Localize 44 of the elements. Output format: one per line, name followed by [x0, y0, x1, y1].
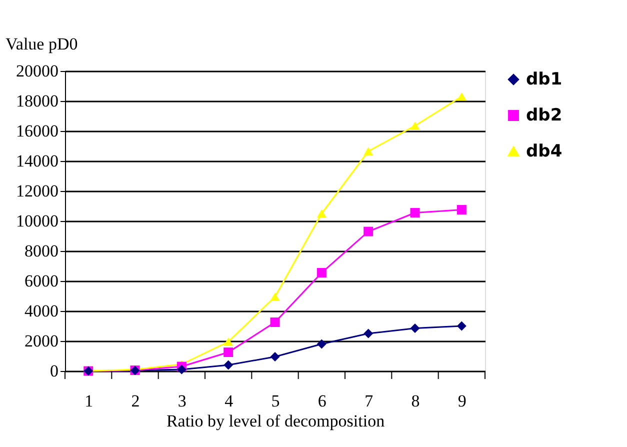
point [176, 364, 186, 374]
y-tick-label: 16000 [16, 122, 58, 140]
point [456, 321, 466, 331]
x-tick-label: 1 [84, 392, 94, 410]
point [364, 147, 374, 156]
point [224, 360, 234, 370]
x-tick-label: 9 [458, 392, 466, 410]
point [364, 226, 374, 236]
y-tick-label: 10000 [16, 212, 58, 230]
point [410, 208, 420, 218]
x-tick-label: 2 [131, 392, 140, 410]
point [410, 122, 420, 130]
x-tick-label: 4 [224, 392, 234, 410]
point [224, 348, 234, 357]
y-tick-label: 14000 [16, 152, 58, 170]
y-axis-title: Value pD0 [6, 34, 78, 54]
legend-label: db2 [526, 106, 562, 126]
point [410, 324, 420, 333]
y-tick-label: 6000 [24, 272, 58, 290]
point [364, 328, 374, 338]
y-tick-label: 4000 [24, 302, 58, 320]
x-tick-label: 5 [271, 392, 280, 410]
y-tick-label: 8000 [24, 242, 58, 260]
y-tick-label: 12000 [16, 182, 58, 200]
x-axis-title: Ratio by level of decomposition [166, 412, 386, 430]
y-tick-label: 18000 [16, 92, 58, 110]
x-tick-label: 6 [318, 392, 326, 410]
x-tick-label: 7 [364, 392, 374, 410]
point [270, 292, 280, 301]
y-tick-label: 2000 [24, 332, 58, 350]
legend-label: db4 [526, 142, 562, 162]
x-tick-label: 3 [178, 392, 186, 410]
point [316, 268, 326, 278]
x-tick-label: 8 [411, 392, 420, 410]
y-tick-label: 20000 [16, 62, 58, 80]
point [456, 205, 466, 214]
point [316, 209, 326, 218]
point [456, 92, 466, 101]
legend-label: db1 [526, 70, 562, 90]
point [224, 338, 234, 346]
point [316, 339, 326, 349]
point [270, 318, 280, 327]
point [270, 352, 280, 362]
y-tick-label: 0 [50, 362, 58, 380]
